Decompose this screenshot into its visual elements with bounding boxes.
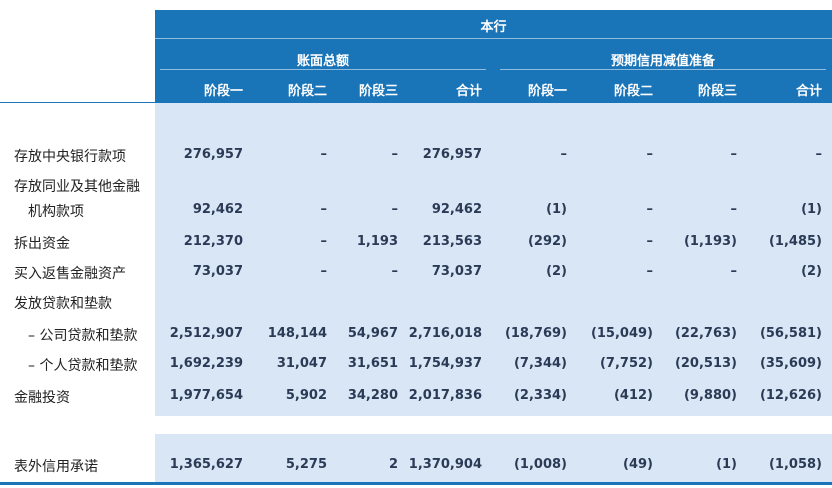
row-label: 买入返售金融资产 (14, 266, 126, 282)
cell-value: (49) (623, 457, 653, 472)
cell-value: 73,037 (192, 264, 243, 279)
cell-value: 1,193 (356, 234, 398, 249)
column-header-4: 合计 (455, 84, 482, 99)
cell-value: (2,334) (513, 388, 567, 403)
cell-value: – (730, 264, 738, 279)
cell-value: (15,049) (590, 326, 653, 341)
cell-value: (412) (613, 388, 653, 403)
table-header-band (155, 10, 832, 102)
cell-value: (1,193) (683, 234, 737, 249)
cell-value: – (391, 264, 399, 279)
cell-value: (1) (546, 202, 567, 217)
cell-value: (7,344) (513, 356, 567, 371)
cell-value: (12,626) (759, 388, 822, 403)
column-header-3: 阶段三 (358, 84, 398, 99)
row-label: 存放同业及其他金融 (14, 179, 140, 195)
cell-value: – (320, 202, 328, 217)
cell-value: (2) (801, 264, 822, 279)
cell-value: – (730, 202, 738, 217)
cell-value: – (560, 147, 568, 162)
cell-value: 92,462 (192, 202, 243, 217)
cell-value: – (320, 147, 328, 162)
cell-value: 2,512,907 (169, 326, 243, 341)
cell-value: 31,047 (276, 356, 327, 371)
group-header-ecl: 预期信用减值准备 (610, 54, 715, 69)
cell-value: – (391, 202, 399, 217)
cell-value: 276,957 (183, 147, 243, 162)
group-divider-gross (160, 69, 486, 70)
cell-value: (35,609) (759, 356, 822, 371)
cell-value: (1,485) (768, 234, 822, 249)
cell-value: (56,581) (759, 326, 822, 341)
cell-value: 276,957 (422, 147, 482, 162)
cell-value: (9,880) (683, 388, 737, 403)
row-label: 存放中央银行款项 (14, 149, 126, 165)
column-header-1: 阶段一 (203, 84, 243, 99)
cell-value: (7,752) (599, 356, 653, 371)
cell-value: (2) (546, 264, 567, 279)
cell-value: 1,365,627 (169, 457, 243, 472)
cell-value: 34,280 (347, 388, 398, 403)
header-bottom-rule (0, 102, 832, 103)
column-header-5: 阶段一 (527, 84, 567, 99)
row-label: 拆出资金 (14, 236, 70, 252)
cell-value: – (320, 264, 328, 279)
group-divider-ecl (500, 69, 826, 70)
row-label: 表外信用承诺 (14, 459, 98, 475)
row-label: – 公司贷款和垫款 (28, 328, 138, 344)
cell-value: 92,462 (431, 202, 482, 217)
column-header-7: 阶段三 (697, 84, 737, 99)
cell-value: 73,037 (431, 264, 482, 279)
table-bottom-rule (0, 482, 832, 485)
cell-value: 1,977,654 (169, 388, 243, 403)
cell-value: – (815, 147, 823, 162)
header-divider (155, 38, 832, 39)
cell-value: (18,769) (504, 326, 567, 341)
column-header-6: 阶段二 (613, 84, 653, 99)
cell-value: 213,563 (422, 234, 482, 249)
cell-value: 54,967 (347, 326, 398, 341)
cell-value: (1,008) (513, 457, 567, 472)
cell-value: – (730, 147, 738, 162)
cell-value: 5,902 (285, 388, 327, 403)
cell-value: (1,058) (768, 457, 822, 472)
group-header-gross: 账面总额 (296, 54, 349, 69)
cell-value: 31,651 (347, 356, 398, 371)
row-label: 金融投资 (14, 390, 70, 406)
cell-value: – (646, 202, 654, 217)
cell-value: 1,754,937 (408, 356, 482, 371)
cell-value: 2 (388, 457, 398, 472)
cell-value: – (646, 234, 654, 249)
cell-value: – (646, 147, 654, 162)
cell-value: 2,017,836 (408, 388, 482, 403)
row-label: 机构款项 (28, 204, 84, 220)
cell-value: 2,716,018 (408, 326, 482, 341)
row-label: – 个人贷款和垫款 (28, 358, 138, 374)
cell-value: – (391, 147, 399, 162)
cell-value: – (320, 234, 328, 249)
cell-value: 1,692,239 (169, 356, 243, 371)
cell-value: (22,763) (674, 326, 737, 341)
cell-value: (1) (801, 202, 822, 217)
body-shading-offbalance (155, 434, 832, 482)
cell-value: 212,370 (183, 234, 243, 249)
body-shading (155, 103, 832, 416)
cell-value: – (646, 264, 654, 279)
row-label: 发放贷款和垫款 (14, 296, 112, 312)
header-title: 本行 (480, 20, 507, 35)
cell-value: 1,370,904 (408, 457, 482, 472)
cell-value: 148,144 (267, 326, 327, 341)
cell-value: (20,513) (674, 356, 737, 371)
cell-value: (1) (716, 457, 737, 472)
column-header-2: 阶段二 (287, 84, 327, 99)
cell-value: (292) (527, 234, 567, 249)
column-header-8: 合计 (795, 84, 822, 99)
cell-value: 5,275 (285, 457, 327, 472)
